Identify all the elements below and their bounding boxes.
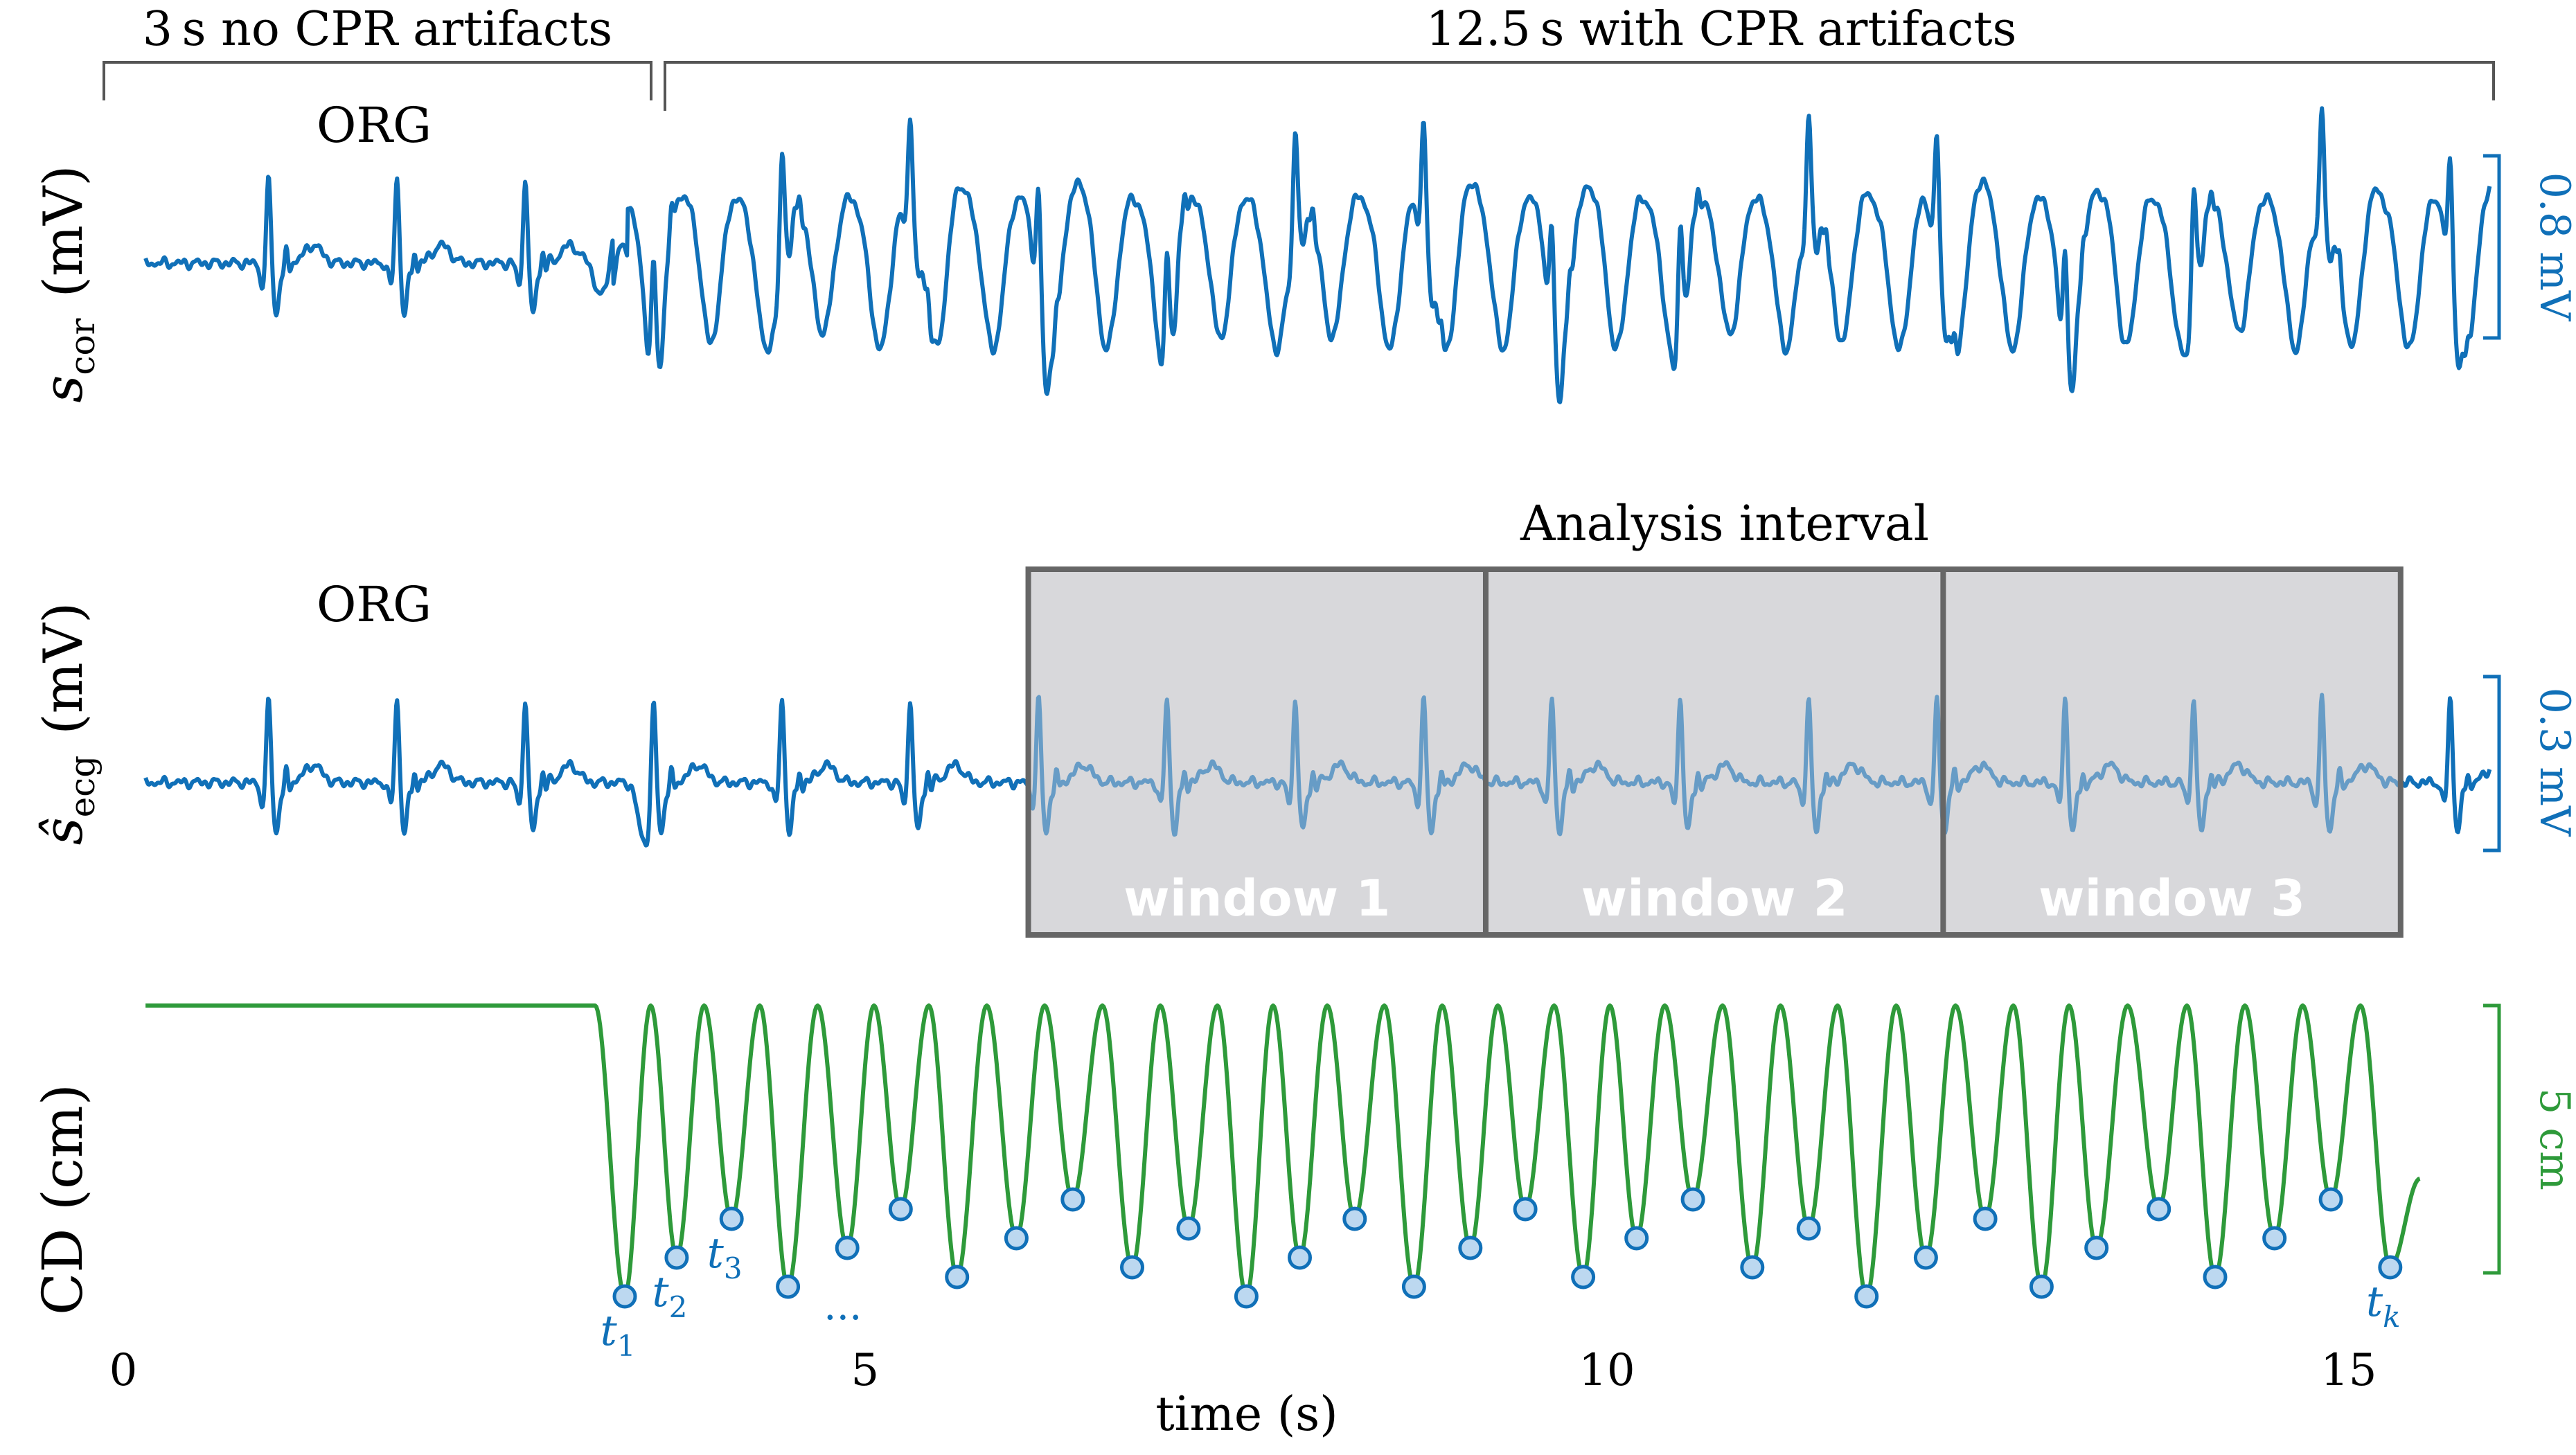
analysis-box-border xyxy=(1025,566,2404,938)
scor-rhythm-label: ORG xyxy=(317,97,432,154)
compression-marker-16 xyxy=(1458,1235,1483,1260)
pre-cpr-label: 3 s no CPR artifacts xyxy=(143,2,612,57)
compression-ellipsis: ... xyxy=(824,1282,862,1329)
secg-rhythm-label: ORG xyxy=(317,576,432,633)
scor-trace xyxy=(143,106,2492,404)
scor-scale-label: 0.8 mV xyxy=(2530,172,2576,322)
compression-marker-1 xyxy=(612,1284,637,1309)
compression-marker-11 xyxy=(1176,1216,1201,1241)
compression-marker-22 xyxy=(1796,1216,1821,1241)
scor-ylabel: scor (mV) xyxy=(33,165,103,402)
scor-ylabel-sub: cor xyxy=(62,318,103,375)
window-label-3: window 3 xyxy=(2038,869,2305,927)
compression-marker-18 xyxy=(1571,1265,1596,1289)
compression-marker-13 xyxy=(1288,1245,1312,1270)
compression-marker-17 xyxy=(1513,1197,1538,1222)
cd-ylabel: CD (cm) xyxy=(30,1084,95,1315)
x-tick-label: 10 xyxy=(1579,1345,1635,1396)
cd-scale-label: 5 cm xyxy=(2530,1088,2576,1190)
cpr-bracket xyxy=(664,61,2495,111)
scor-ylabel-symbol: s xyxy=(33,375,95,403)
compression-marker-32 xyxy=(2378,1255,2403,1280)
pre-cpr-bracket xyxy=(103,61,652,100)
compression-marker-26 xyxy=(2029,1274,2054,1299)
secg-scale-bar xyxy=(2483,675,2501,853)
compression-marker-5 xyxy=(835,1235,860,1260)
svg-text:scor(mV): scor (mV) xyxy=(33,165,103,402)
compression-marker-15 xyxy=(1401,1274,1426,1299)
cpr-label: 12.5 s with CPR artifacts xyxy=(1426,2,2017,57)
analysis-windows: window 1 window 2 window 3 xyxy=(1025,566,2404,938)
compression-label-t3: t3 xyxy=(707,1229,743,1285)
x-tick-label: 5 xyxy=(851,1345,880,1396)
cd-scale-bar xyxy=(2483,1003,2501,1275)
compression-label-t1: t1 xyxy=(601,1307,636,1363)
compression-marker-31 xyxy=(2318,1187,2343,1212)
compression-marker-2 xyxy=(664,1245,689,1270)
analysis-interval-box xyxy=(1028,569,2401,935)
secg-ylabel: ŝecg (mV) xyxy=(33,602,103,846)
panel-cd: CD (cm) t1 t2 t3 tk ... 5 cm xyxy=(30,1003,2576,1363)
compression-markers xyxy=(612,1187,2403,1309)
secg-scale-label: 0.3 mV xyxy=(2530,688,2576,837)
compression-marker-29 xyxy=(2203,1265,2228,1289)
compression-marker-19 xyxy=(1624,1226,1649,1251)
compression-marker-20 xyxy=(1680,1187,1705,1212)
secg-ylabel-sub: ecg xyxy=(62,756,103,818)
x-axis-ticks: 0 5 10 15 xyxy=(109,1345,2377,1396)
compression-marker-14 xyxy=(1342,1206,1367,1231)
compression-marker-24 xyxy=(1913,1245,1938,1270)
compression-labels: t1 t2 t3 tk xyxy=(601,1229,2401,1363)
secg-ylabel-unit: (mV) xyxy=(33,602,95,735)
cd-trace xyxy=(145,1003,2421,1298)
x-tick-label: 0 xyxy=(109,1345,138,1396)
analysis-interval-overlay xyxy=(1028,569,2401,935)
compression-label-tk: tk xyxy=(2366,1278,2401,1334)
compression-marker-28 xyxy=(2147,1197,2171,1222)
compression-marker-9 xyxy=(1060,1187,1085,1212)
compression-marker-3 xyxy=(719,1206,744,1231)
compression-marker-4 xyxy=(776,1274,801,1299)
compression-marker-30 xyxy=(2262,1226,2287,1251)
compression-marker-6 xyxy=(888,1197,913,1222)
scor-ylabel-unit: (mV) xyxy=(33,165,95,297)
compression-marker-7 xyxy=(945,1265,970,1289)
window-label-2: window 2 xyxy=(1581,869,1848,927)
panel-scor: scor (mV) ORG 0.8 mV xyxy=(33,97,2576,404)
svg-text:ŝecg(mV): ŝecg (mV) xyxy=(33,602,103,846)
secg-ylabel-symbol: ŝ xyxy=(33,817,95,845)
window-label-1: window 1 xyxy=(1123,869,1390,927)
compression-marker-25 xyxy=(1973,1206,1998,1231)
segment-brackets xyxy=(103,61,2495,111)
compression-label-t2: t2 xyxy=(652,1268,687,1324)
compression-marker-8 xyxy=(1004,1226,1029,1251)
compression-marker-23 xyxy=(1854,1284,1879,1309)
compression-marker-21 xyxy=(1740,1255,1765,1280)
compression-marker-12 xyxy=(1234,1284,1259,1309)
analysis-interval-title: Analysis interval xyxy=(1520,495,1929,552)
scor-scale-bar xyxy=(2483,154,2501,340)
compression-marker-10 xyxy=(1120,1255,1144,1280)
x-axis-label: time (s) xyxy=(1155,1387,1338,1442)
x-tick-label: 15 xyxy=(2320,1345,2377,1396)
compression-marker-27 xyxy=(2084,1235,2109,1260)
secg-trace xyxy=(143,693,2492,848)
